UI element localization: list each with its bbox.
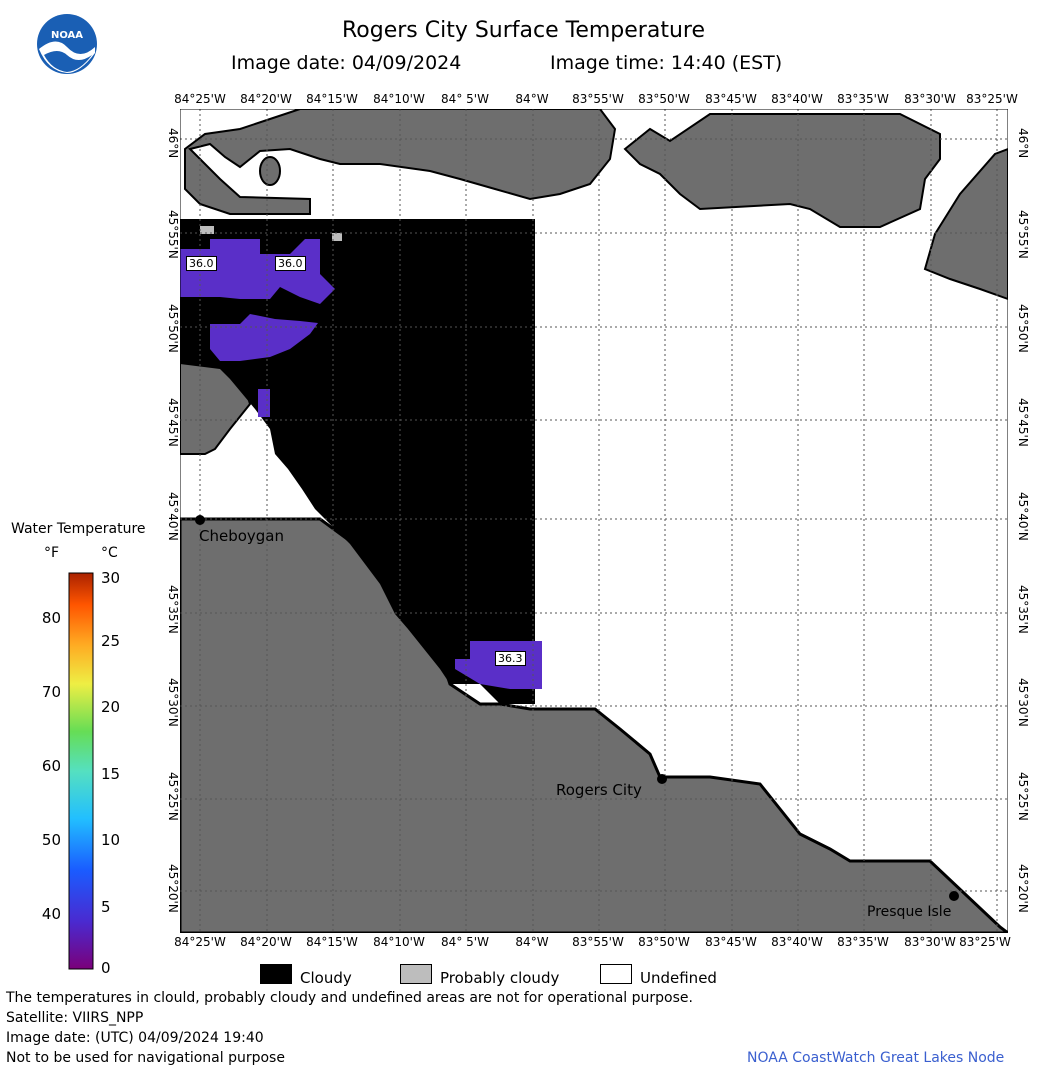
lat-label-right: 45°40'N <box>1016 492 1030 541</box>
colorbar <box>68 572 94 970</box>
image-time: Image time: 14:40 (EST) <box>550 52 783 74</box>
colorbar-tick-f: 40 <box>41 905 61 923</box>
colorbar-title: Water Temperature <box>11 521 146 537</box>
lat-label-left: 45°45'N <box>166 398 180 447</box>
probably-cloudy-pixel <box>200 226 214 234</box>
colorbar-tick-c: 25 <box>101 632 121 650</box>
lat-label-right: 45°35'N <box>1016 585 1030 634</box>
colorbar-tick-c: 30 <box>101 569 121 587</box>
lon-label-bottom: 84°15'W <box>306 935 358 949</box>
colorbar-unit-c: °C <box>101 545 118 561</box>
map-panel <box>180 109 1008 933</box>
lon-label-bottom: 83°35'W <box>837 935 889 949</box>
lat-label-left: 45°55'N <box>166 210 180 259</box>
city-label-cheboygan: Cheboygan <box>199 527 285 545</box>
noaa-logo: NOAA <box>37 14 97 74</box>
lon-label-top: 84°W <box>515 92 549 106</box>
cold-water-patch-mid <box>210 314 318 361</box>
colorbar-gradient <box>68 572 94 970</box>
lon-label-top: 83°50'W <box>638 92 690 106</box>
colorbar-tick-c: 10 <box>101 831 121 849</box>
lon-label-bottom: 84°20'W <box>240 935 292 949</box>
lon-label-top: 83°30'W <box>904 92 956 106</box>
land-north-west <box>184 109 617 215</box>
lon-label-bottom: 84°10'W <box>373 935 425 949</box>
lat-label-right: 46°N <box>1016 128 1030 159</box>
lon-label-top: 84°15'W <box>306 92 358 106</box>
colorbar-tick-f: 80 <box>41 609 61 627</box>
probably-cloudy-pixel <box>332 233 342 241</box>
satellite-text: Satellite: VIIRS_NPP <box>6 1010 144 1026</box>
lon-label-bottom: 84° 5'W <box>441 935 489 949</box>
disclaimer-text: The temperatures in clould, probably clo… <box>6 990 693 1006</box>
lon-label-top: 84° 5'W <box>441 92 489 106</box>
city-label-presque-isle: Presque Isle <box>867 904 952 920</box>
cold-water-patch-small <box>258 389 270 417</box>
lon-label-bottom: 84°W <box>515 935 549 949</box>
colorbar-unit-f: °F <box>44 545 60 561</box>
lon-label-top: 83°25'W <box>966 92 1018 106</box>
colorbar-tick-f: 60 <box>41 757 61 775</box>
colorbar-tick-c: 15 <box>101 765 121 783</box>
colorbar-tick-f: 50 <box>41 831 61 849</box>
utc-date-text: Image date: (UTC) 04/09/2024 19:40 <box>6 1030 264 1046</box>
lon-label-top: 83°45'W <box>705 92 757 106</box>
lon-label-top: 84°20'W <box>240 92 292 106</box>
legend-swatch-probably-cloudy <box>400 964 432 984</box>
land-north-island <box>623 113 941 228</box>
lat-label-right: 45°25'N <box>1016 772 1030 821</box>
lat-label-left: 45°25'N <box>166 772 180 821</box>
lat-label-left: 45°40'N <box>166 492 180 541</box>
lon-label-bottom: 83°25'W <box>959 935 1011 949</box>
lon-label-top: 84°25'W <box>174 92 226 106</box>
lon-label-top: 83°35'W <box>837 92 889 106</box>
lat-label-left: 46°N <box>166 128 180 159</box>
lat-label-left: 45°30'N <box>166 678 180 727</box>
image-date: Image date: 04/09/2024 <box>231 52 462 74</box>
lat-label-right: 45°45'N <box>1016 398 1030 447</box>
city-label-rogers-city: Rogers City <box>556 781 642 799</box>
logo-text: NOAA <box>51 30 83 41</box>
lat-label-left: 45°35'N <box>166 585 180 634</box>
lon-label-bottom: 83°40'W <box>771 935 823 949</box>
page-title: Rogers City Surface Temperature <box>341 18 706 43</box>
lon-label-bottom: 83°55'W <box>572 935 624 949</box>
rogers-city-marker <box>657 774 667 784</box>
lon-label-bottom: 83°45'W <box>705 935 757 949</box>
temperature-label: 36.0 <box>275 256 306 271</box>
inland-lake <box>259 156 281 186</box>
legend-swatch-cloudy <box>260 964 292 984</box>
legend-label-cloudy: Cloudy <box>300 969 352 987</box>
lat-label-left: 45°50'N <box>166 304 180 353</box>
legend-label-probably-cloudy: Probably cloudy <box>440 969 560 987</box>
colorbar-tick-c: 0 <box>101 959 111 977</box>
lat-label-right: 45°30'N <box>1016 678 1030 727</box>
lon-label-bottom: 83°50'W <box>638 935 690 949</box>
colorbar-tick-c: 20 <box>101 698 121 716</box>
lon-label-bottom: 84°25'W <box>174 935 226 949</box>
nav-warning-text: Not to be used for navigational purpose <box>6 1050 285 1066</box>
legend-swatch-undefined <box>600 964 632 984</box>
cheboygan-marker <box>195 515 205 525</box>
lon-label-top: 84°10'W <box>373 92 425 106</box>
presque-isle-marker <box>949 891 959 901</box>
lon-label-top: 83°55'W <box>572 92 624 106</box>
colorbar-tick-f: 70 <box>41 683 61 701</box>
lon-label-bottom: 83°30'W <box>904 935 956 949</box>
lat-label-right: 45°50'N <box>1016 304 1030 353</box>
lon-label-top: 83°40'W <box>771 92 823 106</box>
lat-label-right: 45°55'N <box>1016 210 1030 259</box>
legend-label-undefined: Undefined <box>640 969 717 987</box>
temperature-label: 36.0 <box>186 256 217 271</box>
land-north-east <box>923 147 1008 301</box>
cold-water-patch-north <box>180 239 335 304</box>
grid-lines <box>180 109 1008 933</box>
colorbar-tick-c: 5 <box>101 898 111 916</box>
credit-text: NOAA CoastWatch Great Lakes Node <box>747 1050 1005 1066</box>
temperature-label: 36.3 <box>495 651 526 666</box>
lat-label-right: 45°20'N <box>1016 864 1030 913</box>
lat-label-left: 45°20'N <box>166 864 180 913</box>
